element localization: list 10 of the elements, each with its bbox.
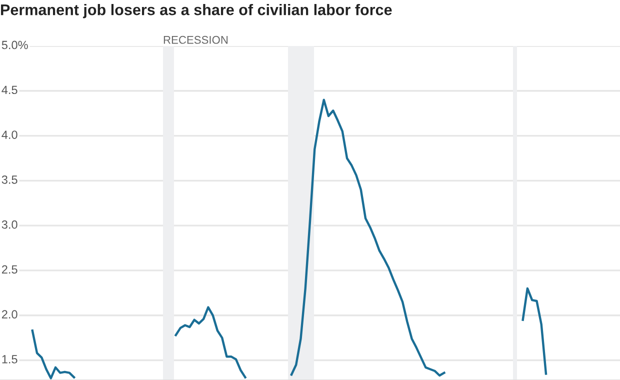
y-tick-label: 3.5 xyxy=(2,175,18,184)
y-tick-label: 5.0% xyxy=(2,40,28,50)
y-tick-label: 1.5 xyxy=(2,355,18,364)
text: RECESSION xyxy=(164,36,228,44)
y-tick-label: 4.0 xyxy=(2,130,18,139)
chart-title: Permanent job losers as a share of civilian labor force xyxy=(1,4,392,18)
y-tick-label: 2.5 xyxy=(2,265,18,274)
y-tick-label: 2.0 xyxy=(2,310,18,319)
y-tick-label: 4.5 xyxy=(2,86,18,94)
y-tick-label: 3.0 xyxy=(2,220,18,229)
